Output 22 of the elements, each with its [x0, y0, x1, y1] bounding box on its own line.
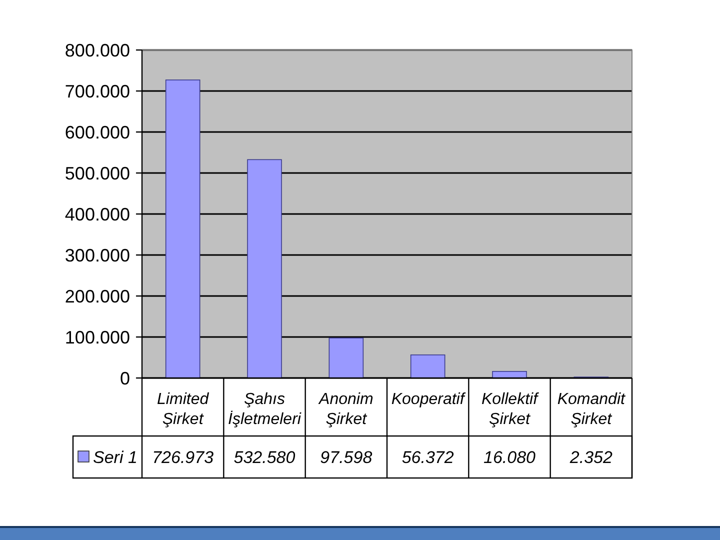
x-tick-label: Şahıs İşletmeleri	[228, 391, 302, 428]
y-tick-label: 0	[120, 368, 130, 388]
x-tick-label: Anonim Şirket	[318, 391, 374, 428]
y-tick-label: 400.000	[64, 204, 130, 224]
y-tick-label: 200.000	[64, 286, 130, 306]
data-label: 56.372	[402, 448, 454, 467]
data-label: 2.352	[568, 448, 613, 467]
y-tick-label: 300.000	[64, 245, 130, 266]
y-tick-label: 700.000	[64, 81, 130, 102]
x-tick-label: Komandit Şirket	[557, 391, 626, 428]
data-label: 532.580	[234, 448, 296, 467]
data-label: 97.598	[320, 448, 373, 467]
data-label: 726.973	[152, 448, 214, 467]
y-tick-label: 600.000	[64, 122, 130, 142]
y-tick-label: 800.000	[64, 40, 130, 60]
x-tick-label: Kooperatif	[391, 391, 466, 408]
x-tick-label: Limited Şirket	[157, 391, 210, 428]
legend-label: Seri 1	[93, 448, 138, 467]
data-label: 16.080	[484, 448, 536, 467]
y-tick-label: 100.000	[64, 327, 130, 348]
x-tick-label: Kollektif Şirket	[481, 391, 540, 428]
y-tick-label: 500.000	[64, 163, 130, 184]
